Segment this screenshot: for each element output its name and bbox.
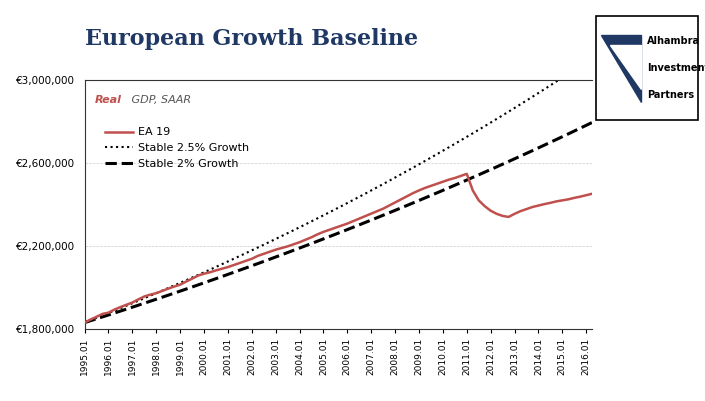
Legend: EA 19, Stable 2.5% Growth, Stable 2% Growth: EA 19, Stable 2.5% Growth, Stable 2% Gro… <box>100 123 254 173</box>
Polygon shape <box>610 45 641 89</box>
Text: European Growth Baseline: European Growth Baseline <box>85 28 418 50</box>
Text: Alhambra: Alhambra <box>647 36 700 46</box>
Polygon shape <box>601 77 625 101</box>
Text: Real: Real <box>94 95 122 105</box>
Polygon shape <box>601 35 641 101</box>
Text: Investment: Investment <box>647 63 705 73</box>
Bar <box>598 32 641 105</box>
Text: GDP, SAAR: GDP, SAAR <box>128 95 191 105</box>
Text: Partners: Partners <box>647 90 694 100</box>
